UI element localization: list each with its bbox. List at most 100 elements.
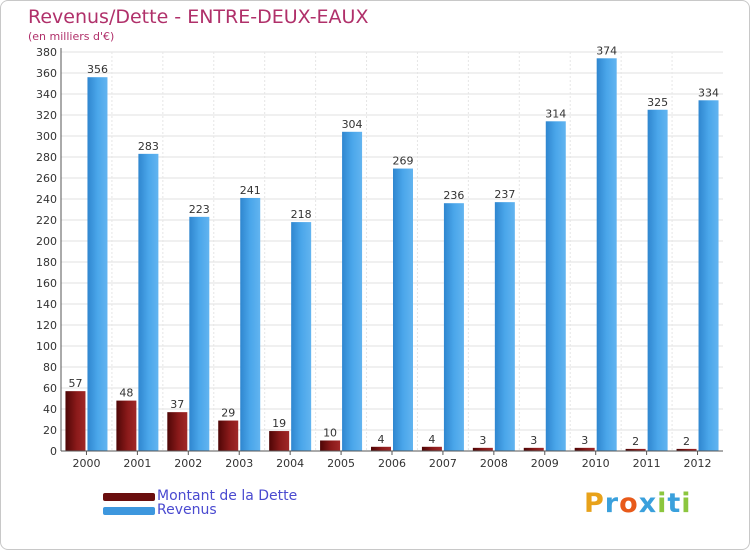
y-tick-label: 120 <box>36 319 57 332</box>
y-tick-label: 320 <box>36 109 57 122</box>
legend-swatch-debt <box>103 493 155 501</box>
bar-dette-2001 <box>116 400 137 451</box>
bar-dette-2006 <box>371 446 391 451</box>
bar-dette-2003 <box>218 420 239 451</box>
y-tick-label: 180 <box>36 256 57 269</box>
bars <box>65 58 719 452</box>
x-tick-label: 2009 <box>531 457 559 470</box>
data-label-dette-2005: 10 <box>323 427 337 440</box>
y-tick-label: 380 <box>36 46 57 59</box>
x-tick-label: 2005 <box>327 457 355 470</box>
logo-letter: x <box>638 488 658 519</box>
data-label-revenus-2012: 334 <box>698 86 719 99</box>
bar-revenus-2007 <box>443 203 464 451</box>
data-label-dette-2003: 29 <box>221 407 235 420</box>
x-tick-label: 2008 <box>480 457 508 470</box>
y-tick-label: 100 <box>36 340 57 353</box>
bar-dette-2008 <box>472 447 493 451</box>
axes: 0 20 40 60 80 100 120 140 160 180 200 220 240 260 280 3… <box>36 46 723 470</box>
data-label-dette-2009: 3 <box>530 434 537 447</box>
data-label-dette-2000: 57 <box>68 377 82 390</box>
data-label-revenus-2000: 356 <box>87 63 108 76</box>
bar-dette-2002 <box>167 412 188 451</box>
data-label-dette-2001: 48 <box>119 387 133 400</box>
y-tick-label: 0 <box>50 445 57 458</box>
bar-revenus-2002 <box>189 216 210 451</box>
bar-dette-2005 <box>320 440 341 451</box>
data-label-dette-2006: 4 <box>378 433 385 446</box>
bar-dette-2004 <box>269 431 290 451</box>
legend-swatch-revenus <box>103 507 155 515</box>
bar-revenus-2008 <box>494 202 515 451</box>
data-label-revenus-2005: 304 <box>342 118 363 131</box>
y-tick-label: 240 <box>36 193 57 206</box>
bar-revenus-2006 <box>393 168 413 452</box>
x-tick-label: 2003 <box>225 457 253 470</box>
bar-revenus-2004 <box>291 222 312 451</box>
bar-revenus-2000 <box>87 77 108 451</box>
chart-title: Revenus/Dette - ENTRE-DEUX-EAUX <box>28 6 369 28</box>
bar-revenus-2009 <box>545 121 566 452</box>
data-label-revenus-2009: 314 <box>545 107 566 120</box>
y-tick-label: 60 <box>43 382 57 395</box>
bar-dette-2007 <box>421 446 442 451</box>
chart-unit-label: (en milliers d'€) <box>28 30 115 43</box>
bar-revenus-2003 <box>240 197 261 451</box>
data-label-dette-2010: 3 <box>581 434 588 447</box>
logo-letter: t <box>667 488 682 519</box>
data-label-dette-2012: 2 <box>683 435 690 448</box>
logo-letter: r <box>604 488 620 519</box>
bar-dette-2010 <box>574 447 595 451</box>
x-tick-label: 2001 <box>123 457 151 470</box>
data-label-dette-2004: 19 <box>272 417 286 430</box>
x-tick-label: 2006 <box>378 457 406 470</box>
gridlines <box>61 51 723 452</box>
x-tick-label: 2011 <box>633 457 661 470</box>
x-tick-label: 2012 <box>684 457 712 470</box>
data-label-revenus-2011: 325 <box>647 96 668 109</box>
logo-letter: i <box>657 488 668 519</box>
data-label-revenus-2002: 223 <box>189 203 210 216</box>
data-label-revenus-2008: 237 <box>494 188 515 201</box>
y-tick-label: 20 <box>43 424 57 437</box>
proxiti-logo: Proxiti <box>584 488 692 519</box>
data-label-dette-2008: 3 <box>479 434 486 447</box>
x-tick-label: 2000 <box>72 457 100 470</box>
bar-dette-2000 <box>65 391 86 451</box>
data-label-revenus-2006: 269 <box>393 155 414 168</box>
bar-revenus-2011 <box>647 109 668 451</box>
x-tick-label: 2007 <box>429 457 457 470</box>
y-tick-label: 260 <box>36 172 57 185</box>
bar-revenus-2001 <box>138 153 159 451</box>
x-tick-label: 2002 <box>174 457 202 470</box>
y-tick-label: 280 <box>36 151 57 164</box>
data-label-revenus-2004: 218 <box>291 208 312 221</box>
logo-letter: o <box>619 488 639 519</box>
logo-letter: i <box>681 488 692 519</box>
bar-dette-2009 <box>523 447 544 451</box>
y-tick-label: 140 <box>36 298 57 311</box>
legend-label-revenus: Revenus <box>157 502 217 518</box>
y-tick-label: 160 <box>36 277 57 290</box>
y-tick-label: 220 <box>36 214 57 227</box>
data-label-revenus-2003: 241 <box>240 184 261 197</box>
logo-letter: P <box>584 488 605 519</box>
y-tick-label: 200 <box>36 235 57 248</box>
bar-dette-2011 <box>625 448 646 451</box>
data-labels: 5735648283372232924119218103044269423632… <box>68 44 719 448</box>
bar-revenus-2005 <box>342 131 363 452</box>
data-label-revenus-2010: 374 <box>596 44 617 57</box>
data-label-dette-2002: 37 <box>170 398 184 411</box>
y-tick-label: 300 <box>36 130 57 143</box>
bar-revenus-2010 <box>596 58 617 452</box>
bar-dette-2012 <box>676 448 697 451</box>
bar-revenus-2012 <box>698 100 719 452</box>
data-label-revenus-2007: 236 <box>443 189 464 202</box>
x-tick-label: 2010 <box>582 457 610 470</box>
y-tick-label: 40 <box>43 403 57 416</box>
data-label-revenus-2001: 283 <box>138 140 159 153</box>
data-label-dette-2007: 4 <box>428 433 435 446</box>
y-tick-label: 80 <box>43 361 57 374</box>
